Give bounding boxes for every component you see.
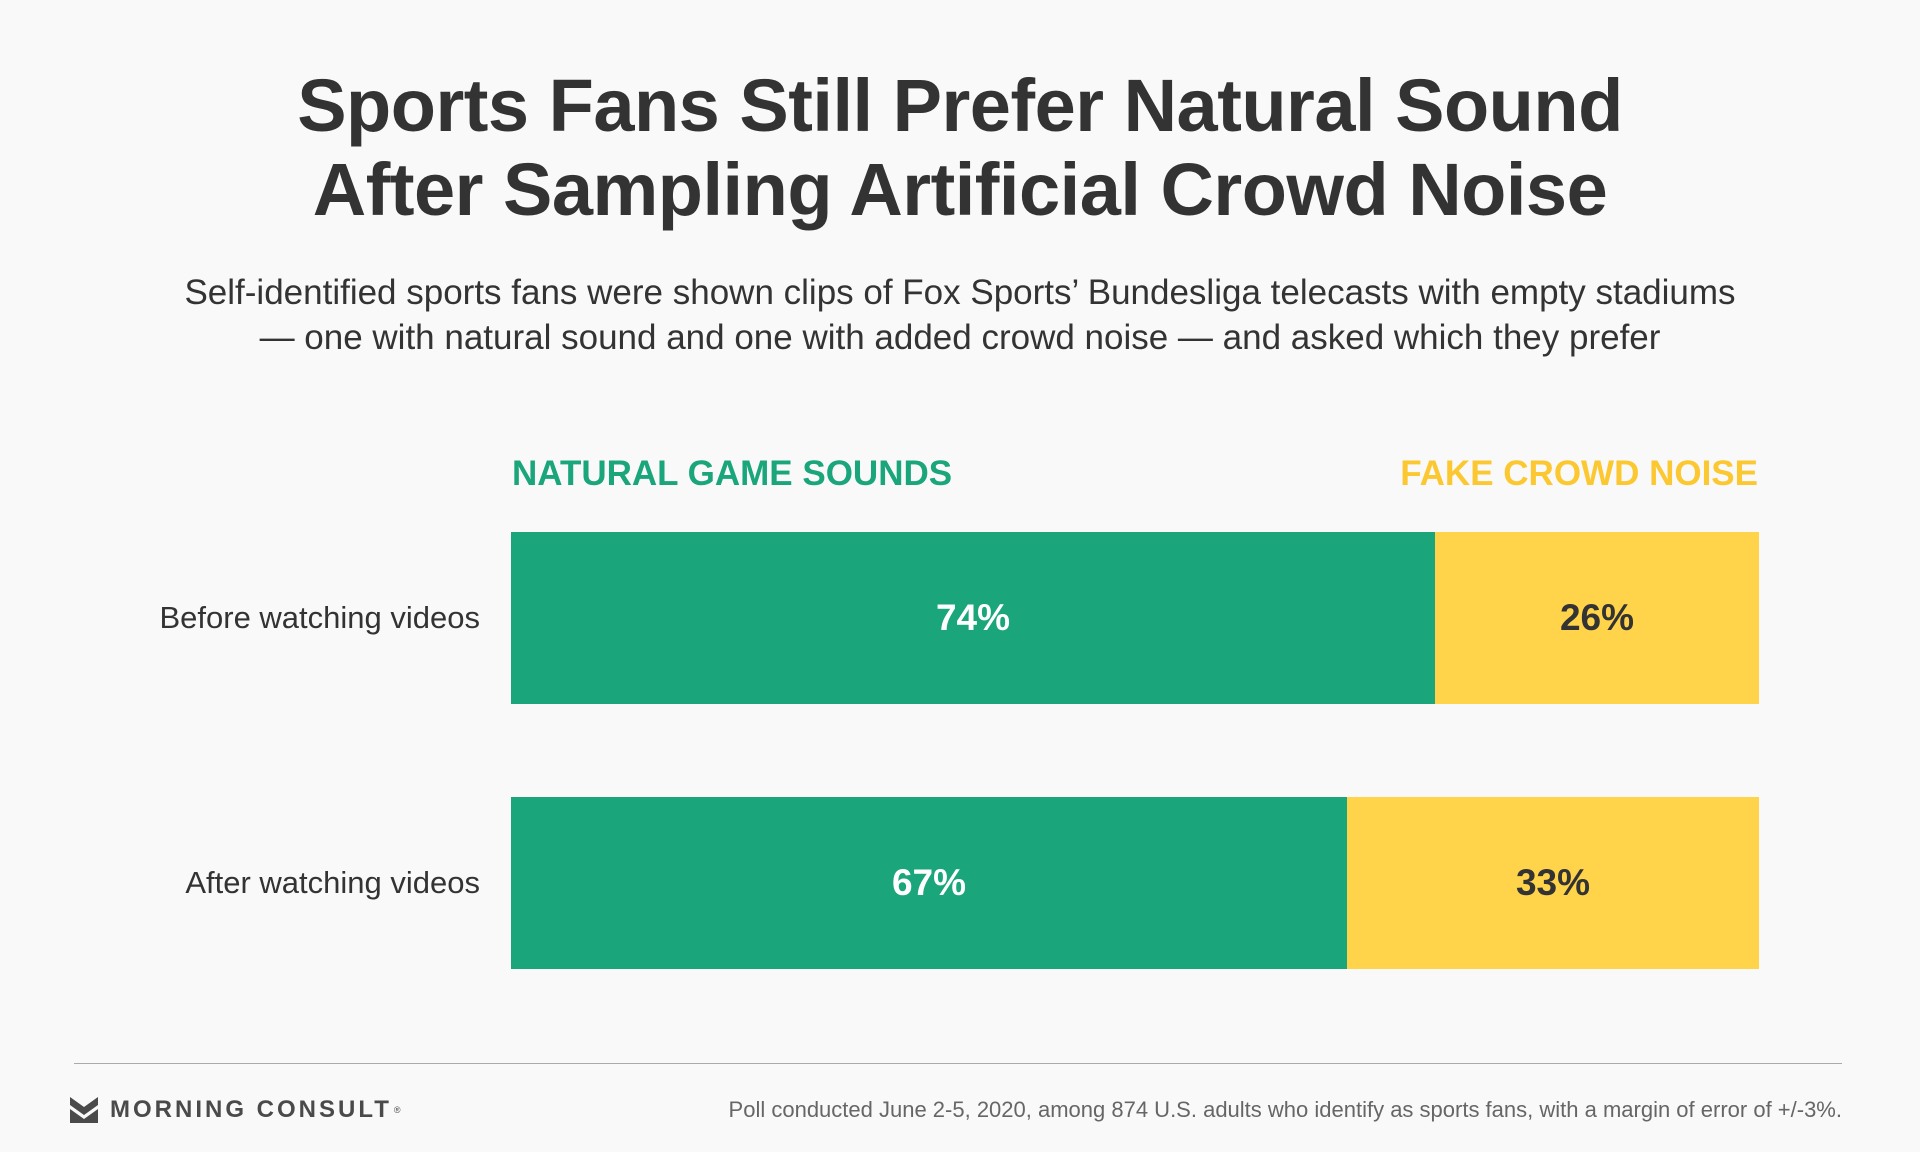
row-label: Before watching videos: [159, 600, 480, 635]
row-label: After watching videos: [185, 865, 480, 900]
chart-title-line-2: After Sampling Artificial Crowd Noise: [312, 148, 1608, 231]
morning-consult-logo: MORNING CONSULT ®: [70, 1094, 401, 1126]
legend-natural-game-sounds: NATURAL GAME SOUNDS: [512, 454, 953, 493]
chart-title-line-1: Sports Fans Still Prefer Natural Sound: [297, 64, 1623, 147]
bar-natural: [511, 532, 1435, 704]
footer-divider: [74, 1063, 1842, 1064]
bar-value-label: 33%: [1515, 862, 1591, 903]
bar-value-label: 67%: [891, 862, 967, 903]
bar-value-label: 26%: [1559, 597, 1635, 638]
logo-wordmark: MORNING CONSULT: [110, 1096, 392, 1123]
bar-fake: [1435, 532, 1759, 704]
chart-subtitle-line-2: — one with natural sound and one with ad…: [259, 318, 1661, 357]
morning-consult-logo-icon: [70, 1097, 98, 1123]
bar-fake: [1347, 797, 1759, 969]
chart-subtitle: Self-identified sports fans were shown c…: [0, 270, 1920, 360]
bar-natural: [511, 797, 1347, 969]
chart-subtitle-line-1: Self-identified sports fans were shown c…: [184, 273, 1736, 312]
legend-fake-crowd-noise: FAKE CROWD NOISE: [1400, 454, 1758, 493]
footnote: Poll conducted June 2-5, 2020, among 874…: [728, 1097, 1842, 1122]
chart-title: Sports Fans Still Prefer Natural Sound A…: [0, 64, 1920, 232]
bar-value-label: 74%: [935, 597, 1011, 638]
logo-trademark: ®: [393, 1105, 401, 1115]
